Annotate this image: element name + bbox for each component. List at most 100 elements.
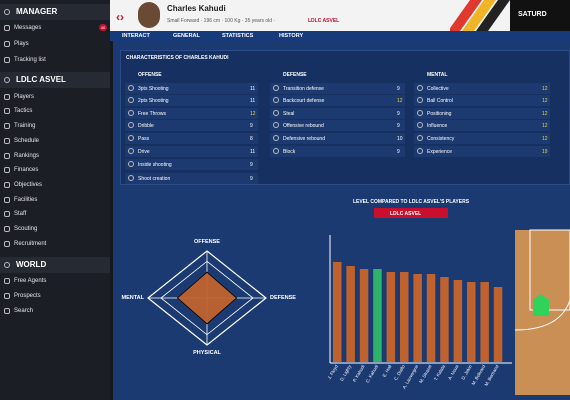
bar xyxy=(359,269,369,362)
stat-value: 12 xyxy=(542,136,548,142)
tab[interactable]: STATISTICS xyxy=(222,33,254,39)
bar xyxy=(426,274,436,362)
stat-name: Pass xyxy=(138,136,150,142)
menu-item[interactable]: Recruitment xyxy=(14,241,47,247)
stat-row xyxy=(270,95,405,106)
radar-shape xyxy=(176,271,238,325)
x-tick-label: T. Kalala xyxy=(433,364,446,382)
menu-item[interactable]: Search xyxy=(14,308,34,314)
x-tick-label: C. Diallo xyxy=(393,364,406,382)
stat-name: Dribble xyxy=(138,123,154,129)
x-tick-label: E. Hall xyxy=(382,364,393,378)
stat-name: Ball Control xyxy=(427,98,453,104)
stat-row xyxy=(125,159,258,170)
menu-icon xyxy=(4,211,10,217)
x-tick-label: D. Lighty xyxy=(339,363,353,382)
stat-name: Defensive rebound xyxy=(283,136,325,142)
stat-row xyxy=(414,108,550,119)
stat-row xyxy=(270,120,405,131)
stat-icon xyxy=(128,148,134,154)
stat-value: 12 xyxy=(397,98,403,104)
nav-arrows[interactable]: ‹› xyxy=(116,10,124,24)
stat-value: 9 xyxy=(397,149,400,155)
menu-item[interactable]: Objectives xyxy=(14,182,43,188)
stat-row xyxy=(414,146,550,157)
bar xyxy=(346,266,355,362)
menu-icon xyxy=(4,167,10,173)
stat-value: 9 xyxy=(397,123,400,129)
player-name: Charles Kahudi xyxy=(167,4,226,13)
stat-row xyxy=(125,108,258,119)
radar-label: OFFENSE xyxy=(194,239,220,245)
bar xyxy=(333,262,342,362)
player-header: ‹› Charles Kahudi Small Forward · 196 cm… xyxy=(110,0,570,31)
player-photo xyxy=(138,2,160,28)
filter-dropdown[interactable] xyxy=(374,208,448,218)
stat-value: 12 xyxy=(250,111,256,117)
sidebar-section: WORLD xyxy=(0,257,110,273)
stat-name: Influence xyxy=(427,123,448,129)
panel-title: CHARACTERISTICS OF CHARLES KAHUDI xyxy=(126,55,229,61)
stat-name: Transition defense xyxy=(283,86,324,92)
menu-item[interactable]: Scouting xyxy=(14,226,38,232)
menu-item[interactable]: Plays xyxy=(14,41,29,47)
stat-icon xyxy=(273,110,279,116)
menu-icon xyxy=(4,138,10,144)
tab[interactable]: INTERACT xyxy=(122,33,150,39)
menu-item[interactable]: Facilities xyxy=(14,197,38,203)
bar xyxy=(373,269,382,362)
stat-name: Offensive rebound xyxy=(283,123,324,129)
stat-value: 12 xyxy=(542,86,548,92)
bar xyxy=(413,274,422,362)
bar xyxy=(440,277,449,362)
stat-name: Collective xyxy=(427,86,449,92)
section-icon xyxy=(4,262,10,268)
stat-value: 11 xyxy=(250,98,256,104)
menu-item[interactable]: Prospects xyxy=(14,293,41,299)
menu-item[interactable]: Tactics xyxy=(14,108,33,114)
date-box: SATURD xyxy=(510,0,570,31)
menu-icon xyxy=(4,241,10,247)
menu-icon xyxy=(4,308,10,314)
stat-icon xyxy=(273,85,279,91)
stat-icon xyxy=(273,148,279,154)
stat-icon xyxy=(128,85,134,91)
menu-item[interactable]: Training xyxy=(14,123,36,129)
stat-name: 2pts Shooting xyxy=(138,98,169,104)
x-tick-label: C. Kahudi xyxy=(365,364,379,384)
menu-item[interactable]: Messages xyxy=(14,25,42,31)
stat-row xyxy=(270,133,405,144)
menu-icon xyxy=(4,197,10,203)
menu-item[interactable]: Free Agents xyxy=(14,278,47,284)
menu-item[interactable]: Schedule xyxy=(14,138,40,144)
filter-label: LDLC ASVEL xyxy=(390,211,421,217)
menu-item[interactable]: Players xyxy=(14,94,35,100)
player-team[interactable]: LDLC ASVEL xyxy=(308,18,340,24)
tab[interactable]: GENERAL xyxy=(173,33,200,39)
stat-name: Positioning xyxy=(427,111,452,117)
menu-item[interactable]: Tracking list xyxy=(14,57,46,63)
stat-name: Consistency xyxy=(427,136,455,142)
stat-value: 19 xyxy=(542,149,548,155)
x-tick-label: M. Bertrand xyxy=(484,364,500,387)
menu-item[interactable]: Rankings xyxy=(14,153,40,159)
menu-item[interactable]: Finances xyxy=(14,167,39,173)
stat-value: 9 xyxy=(250,162,253,168)
stat-name: 3pts Shooting xyxy=(138,86,169,92)
x-tick-label: J. Floyd xyxy=(327,364,339,381)
sidebar-section: LDLC ASVEL xyxy=(0,72,110,88)
stat-name: Inside shooting xyxy=(138,162,172,168)
stat-name: Free Throws xyxy=(138,111,166,117)
stat-row xyxy=(125,173,258,184)
tab[interactable]: HISTORY xyxy=(279,33,304,39)
x-tick-label: D. Jekiri xyxy=(460,364,472,381)
stat-name: Drive xyxy=(138,149,150,155)
menu-icon xyxy=(4,123,10,129)
stat-row xyxy=(125,83,258,94)
menu-item[interactable]: Staff xyxy=(14,211,27,217)
stat-row xyxy=(125,120,258,131)
stat-value: 12 xyxy=(542,111,548,117)
column-title: MENTAL xyxy=(427,72,448,78)
radar-label: MENTAL xyxy=(121,295,144,301)
